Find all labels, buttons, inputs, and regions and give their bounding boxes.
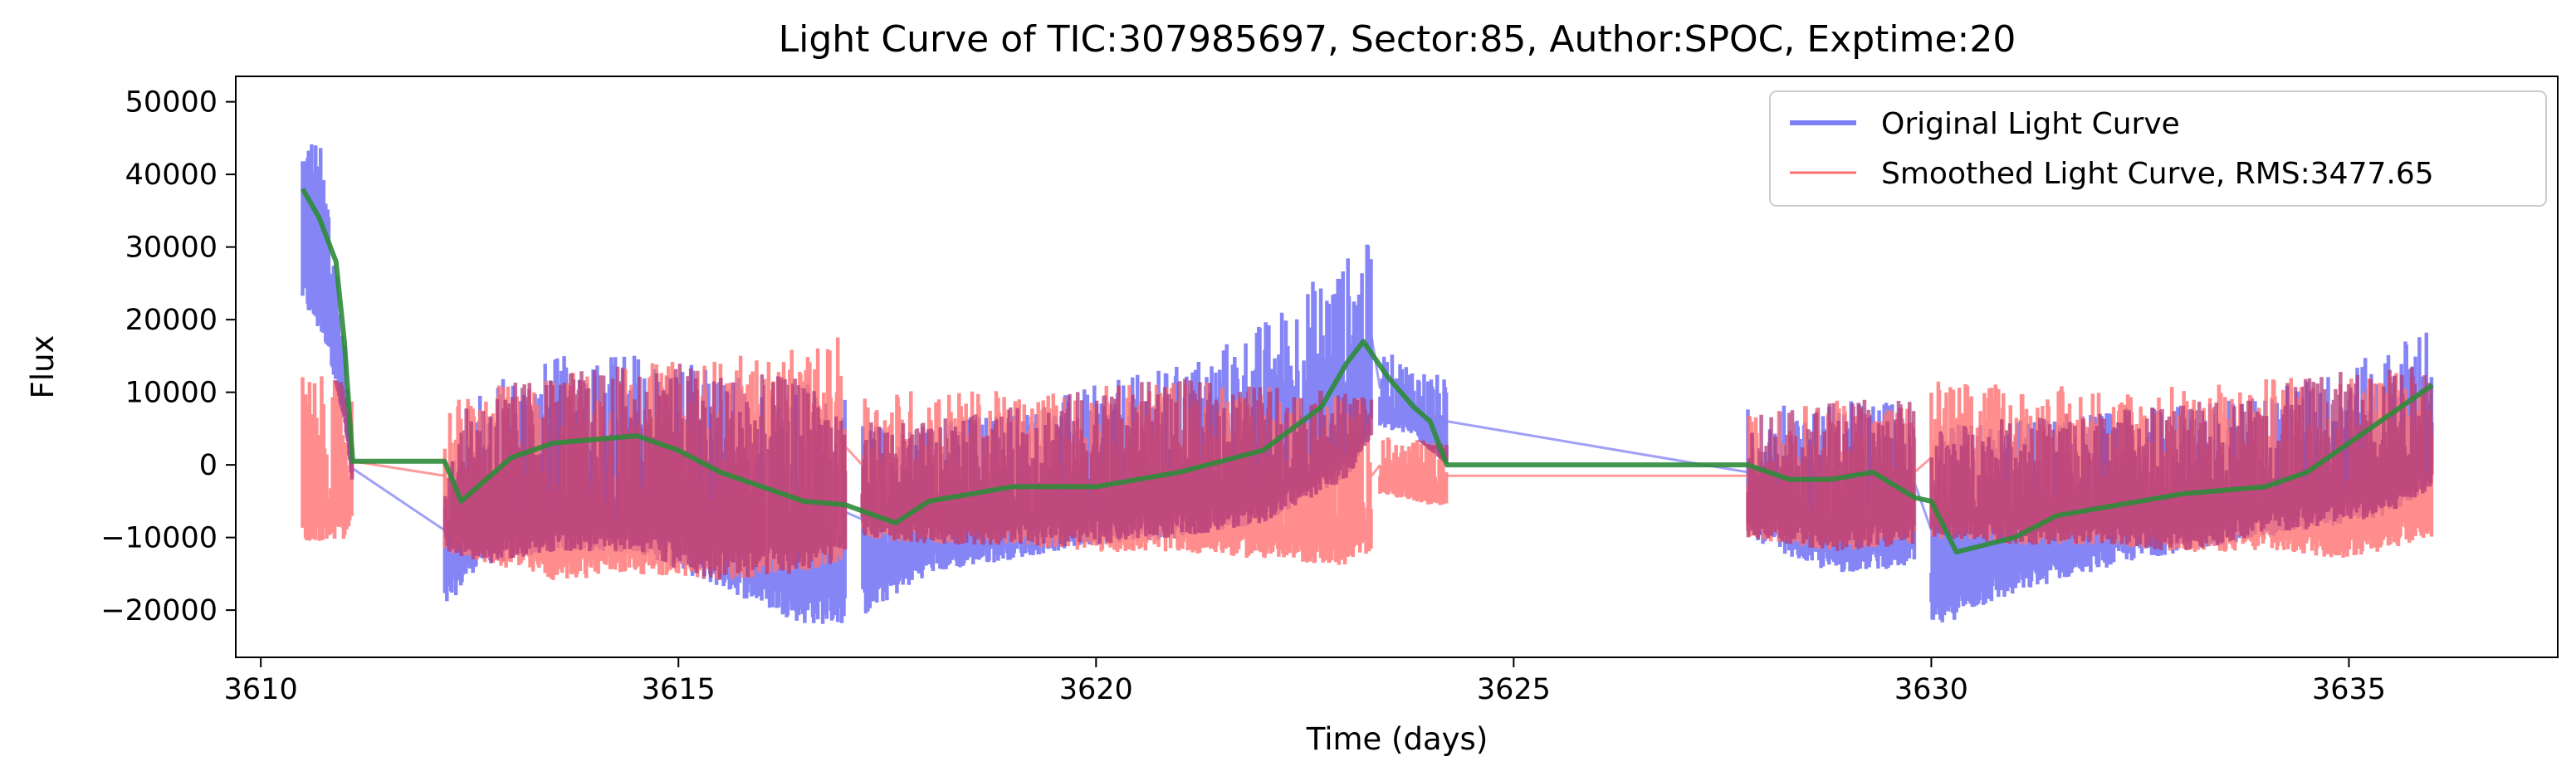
x-tick-label: 3620 <box>1059 673 1133 706</box>
y-tick-label: 30000 <box>125 232 218 265</box>
y-tick-label: −10000 <box>100 522 218 555</box>
chart-title: Light Curve of TIC:307985697, Sector:85,… <box>779 18 2016 61</box>
gap-connector <box>352 467 446 532</box>
legend: Original Light Curve Smoothed Light Curv… <box>1769 90 2547 207</box>
gap-connector <box>1371 464 1381 477</box>
y-tick-label: 50000 <box>125 86 218 120</box>
gap-connector <box>844 510 863 521</box>
x-tick-label: 3625 <box>1477 673 1551 706</box>
y-tick-label: 40000 <box>125 159 218 192</box>
gap-connector <box>844 446 863 466</box>
overlap-band <box>333 364 2434 580</box>
plot-frame <box>235 76 2559 658</box>
legend-label-smoothed: Smoothed Light Curve, RMS:3477.65 <box>1881 157 2434 191</box>
y-tick-label: −20000 <box>100 594 218 627</box>
x-axis: 3610 3615 3620 3625 3630 3635 <box>224 657 2386 706</box>
series-trend-line <box>300 188 2434 555</box>
y-tick-label: 20000 <box>125 304 218 337</box>
gap-connector <box>1914 456 1933 474</box>
series-overlap <box>333 364 2434 580</box>
x-tick-label: 3610 <box>224 673 298 706</box>
x-tick-label: 3615 <box>642 673 716 706</box>
y-axis: −20000 −10000 0 10000 20000 30000 40000 50000 <box>100 86 236 627</box>
series-layer <box>300 144 2434 624</box>
x-tick-label: 3630 <box>1894 673 1968 706</box>
x-tick-label: 3635 <box>2312 673 2386 706</box>
y-axis-label: Flux <box>25 335 61 399</box>
y-tick-label: 0 <box>199 449 218 482</box>
legend-label-original: Original Light Curve <box>1881 107 2180 141</box>
y-tick-label: 10000 <box>125 377 218 410</box>
gap-connector <box>1913 482 1933 531</box>
legend-box <box>1769 90 2547 207</box>
x-axis-label: Time (days) <box>1306 721 1488 757</box>
